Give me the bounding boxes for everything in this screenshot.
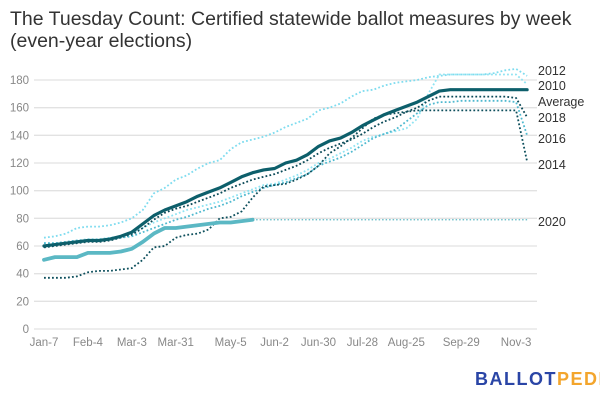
series-line-2018 — [43, 95, 528, 249]
series-label-2012: 2012 — [538, 64, 566, 78]
y-tick-label: 80 — [16, 213, 29, 225]
x-tick-label: Jun-30 — [301, 337, 336, 349]
series-line-2012 — [43, 68, 528, 239]
series-label-2014: 2014 — [538, 158, 566, 172]
x-tick-label: Sep-29 — [443, 337, 480, 349]
x-tick-label: Jan-7 — [30, 337, 59, 349]
y-tick-label: 180 — [10, 75, 29, 87]
x-tick-label: Feb-4 — [73, 337, 104, 349]
series-line-average — [42, 88, 529, 248]
x-tick-label: Jun-2 — [260, 337, 289, 349]
series-line-2020 — [42, 217, 255, 262]
y-tick-label: 140 — [10, 130, 29, 142]
series-label-average: Average — [538, 95, 584, 109]
y-tick-label: 20 — [16, 296, 29, 308]
y-tick-label: 120 — [10, 158, 29, 170]
y-tick-label: 60 — [16, 241, 29, 253]
x-tick-label: Aug-25 — [388, 337, 425, 349]
chart-title: The Tuesday Count: Certified statewide b… — [10, 8, 572, 52]
series-label-2010: 2010 — [538, 79, 566, 93]
x-tick-label: Jul-28 — [347, 337, 378, 349]
y-tick-label: 40 — [16, 269, 29, 281]
x-tick-label: Mar-3 — [117, 337, 147, 349]
series-label-2018: 2018 — [538, 111, 566, 125]
y-tick-label: 160 — [10, 103, 29, 115]
x-tick-label: Mar-31 — [158, 337, 194, 349]
series-line-2016 — [44, 99, 528, 245]
x-tick-label: Nov-3 — [501, 337, 532, 349]
y-tick-label: 0 — [23, 324, 29, 336]
series-label-2016: 2016 — [538, 132, 566, 146]
series-line-2014 — [44, 109, 528, 279]
ballotpedia-logo: BALLOTPEDIA — [475, 369, 600, 389]
y-tick-label: 100 — [10, 186, 29, 198]
series-label-2020: 2020 — [538, 215, 566, 229]
x-tick-label: May-5 — [215, 337, 247, 349]
